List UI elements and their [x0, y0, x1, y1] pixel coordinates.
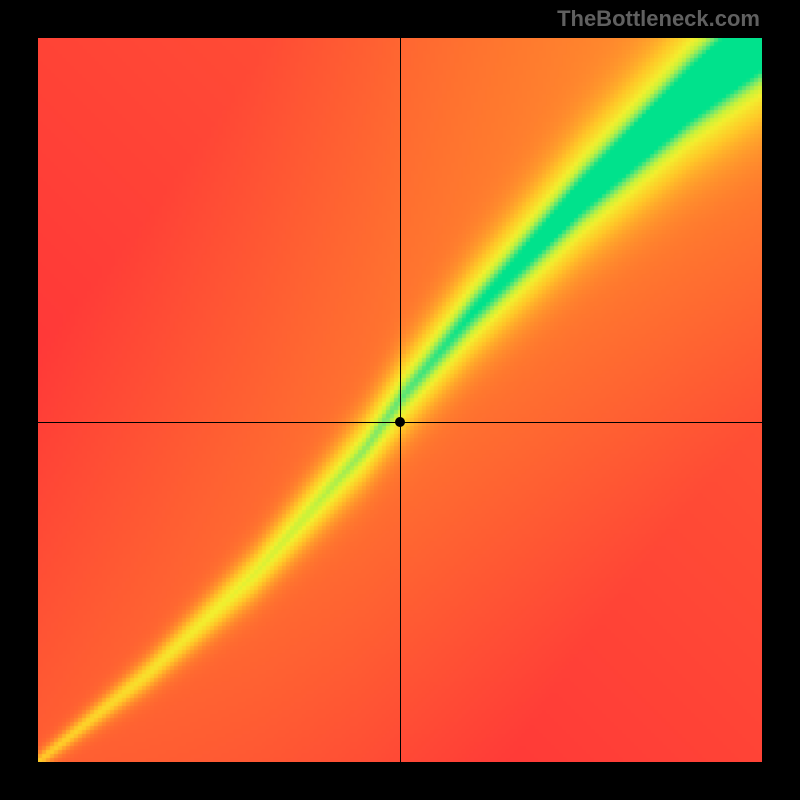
heatmap-plot: [38, 38, 762, 762]
attribution-text: TheBottleneck.com: [557, 6, 760, 32]
crosshair-vertical: [400, 38, 401, 762]
selection-marker: [395, 417, 405, 427]
